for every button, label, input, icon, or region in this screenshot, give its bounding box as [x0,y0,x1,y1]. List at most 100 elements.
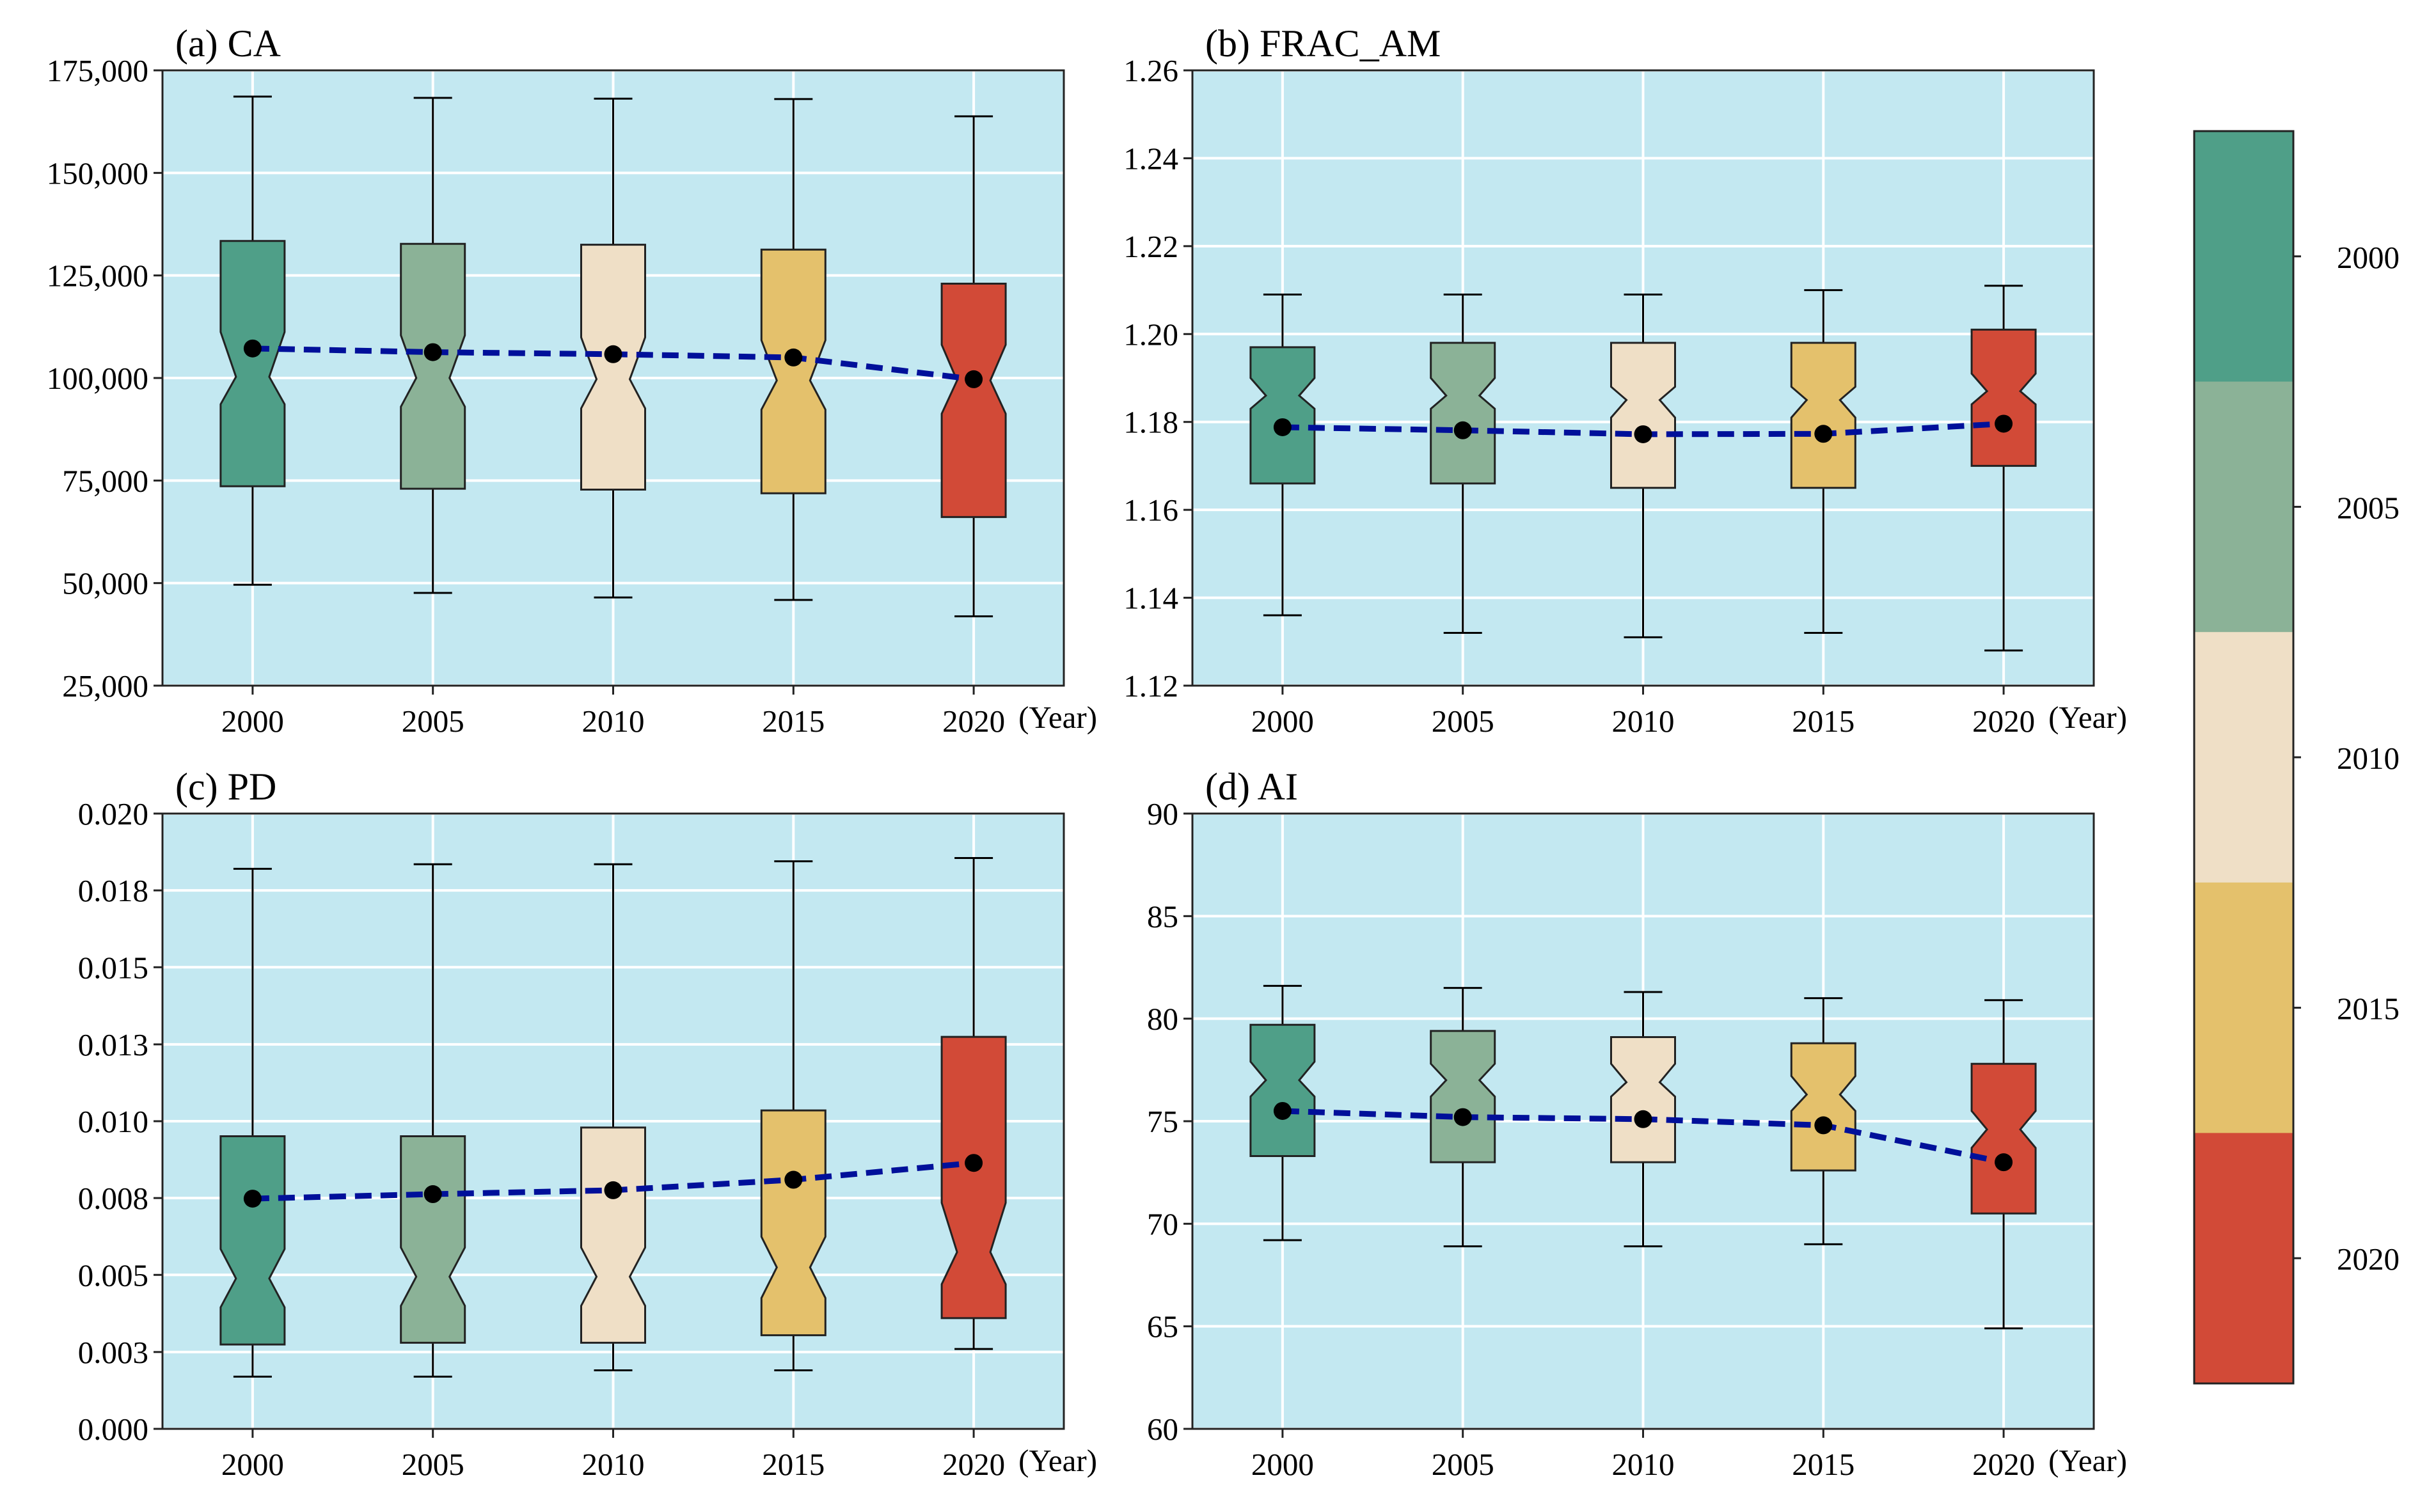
y-tick-label: 1.26 [1123,53,1178,88]
y-tick-label: 60 [1147,1412,1178,1447]
mean-point [784,348,803,366]
mean-point [604,1181,622,1199]
panels: 25,000 50,000 75,000 100,000 125,000 150,000 1… [47,22,2127,1482]
notched-box [940,1036,1007,1319]
mean-point [1814,425,1833,443]
y-tick-label: 0.015 [78,950,148,985]
notched-box [1610,1036,1676,1163]
mean-point [1995,414,2013,433]
y-tick-label: 100,000 [47,361,148,396]
mean-point [243,339,262,358]
y-tick-label: 0.018 [78,873,148,908]
colorbar-label: 2005 [2337,490,2400,525]
notched-box [1430,1030,1496,1163]
x-tick-label: 2010 [582,1447,645,1482]
x-tick-label: 2005 [1432,1447,1494,1482]
colorbar-segment [2194,381,2293,633]
x-tick-label: 2020 [942,704,1005,739]
notched-box [580,1126,646,1344]
mean-point [1634,1110,1652,1128]
y-tick-label: 90 [1147,796,1178,831]
chart-panel: 1.12 1.14 1.16 1.18 1.20 1.22 1.24 1.26 2000 2005… [1123,22,2127,739]
notched-box [1430,342,1496,485]
notched-box [1249,1023,1316,1158]
y-tick-label: 150,000 [47,155,148,191]
mean-point [604,345,622,363]
y-tick-label: 1.18 [1123,405,1178,440]
colorbar-label: 2000 [2337,240,2400,275]
x-axis-unit-label: (Year) [1018,1443,1097,1478]
notched-box [1610,342,1676,489]
notched-box [760,248,826,494]
y-tick-label: 175,000 [47,53,148,88]
y-tick-label: 1.14 [1123,581,1178,616]
x-tick-label: 2010 [1612,704,1675,739]
mean-point [423,1185,442,1204]
colorbar-segment [2194,882,2293,1133]
notched-box [219,240,286,487]
y-tick-label: 1.20 [1123,317,1178,352]
y-tick-label: 125,000 [47,258,148,294]
x-axis-unit-label: (Year) [2048,700,2127,735]
y-tick-label: 70 [1147,1206,1178,1241]
notched-box [580,244,646,491]
notched-box [1249,346,1316,485]
mean-point [1814,1116,1833,1135]
y-tick-label: 75,000 [62,463,148,498]
notched-box [1970,1062,2037,1215]
x-tick-label: 2015 [762,704,825,739]
mean-point [1634,425,1652,443]
panel-title: (b) FRAC_AM [1205,22,1441,65]
mean-point [1273,1101,1292,1120]
notched-box [400,1135,466,1344]
panel-title: (d) AI [1205,766,1298,808]
x-axis-unit-label: (Year) [2048,1443,2127,1478]
y-tick-label: 1.24 [1123,141,1178,176]
y-tick-label: 1.16 [1123,492,1178,528]
x-tick-label: 2000 [221,1447,284,1482]
x-tick-label: 2015 [1792,1447,1855,1482]
colorbar-label: 2015 [2337,991,2400,1027]
y-tick-label: 0.013 [78,1027,148,1062]
colorbar-label: 2020 [2337,1241,2400,1277]
y-tick-label: 65 [1147,1309,1178,1344]
x-tick-label: 2015 [762,1447,825,1482]
x-tick-label: 2015 [1792,704,1855,739]
colorbar-frame [2193,130,2295,1385]
x-tick-label: 2020 [1972,1447,2035,1482]
mean-point [243,1190,262,1208]
notched-box [760,1109,826,1337]
mean-point [965,1154,983,1172]
y-tick-label: 80 [1147,1002,1178,1037]
colorbar-segment [2194,1133,2293,1384]
notched-box [1790,1042,1856,1172]
mean-point [423,343,442,361]
y-tick-label: 1.22 [1123,229,1178,264]
colorbar-label: 2010 [2337,741,2400,776]
colorbar-legend: 2000 2005 2010 2015 2020 [2193,130,2400,1385]
notched-box [219,1135,286,1346]
panel-title: (a) CA [175,22,281,65]
y-tick-label: 0.008 [78,1181,148,1216]
y-tick-label: 0.005 [78,1257,148,1293]
panel-title: (c) PD [175,766,276,808]
x-tick-label: 2005 [402,1447,464,1482]
chart-panel: 60 65 70 75 80 85 90 2000 2005 2010 2015 2020 (Year)… [1147,766,2127,1482]
y-tick-label: 50,000 [62,566,148,601]
x-tick-label: 2020 [1972,704,2035,739]
mean-point [1995,1153,2013,1172]
x-tick-label: 2010 [582,704,645,739]
y-tick-label: 1.12 [1123,668,1178,704]
y-tick-label: 0.000 [78,1412,148,1447]
x-tick-label: 2000 [1251,704,1314,739]
y-tick-label: 25,000 [62,668,148,704]
notched-box [1790,342,1856,489]
y-tick-label: 0.010 [78,1104,148,1139]
mean-point [1453,1108,1472,1126]
notched-box [940,282,1007,518]
y-tick-label: 0.003 [78,1335,148,1370]
colorbar-segment [2194,632,2293,883]
x-tick-label: 2005 [402,704,464,739]
mean-point [965,370,983,388]
